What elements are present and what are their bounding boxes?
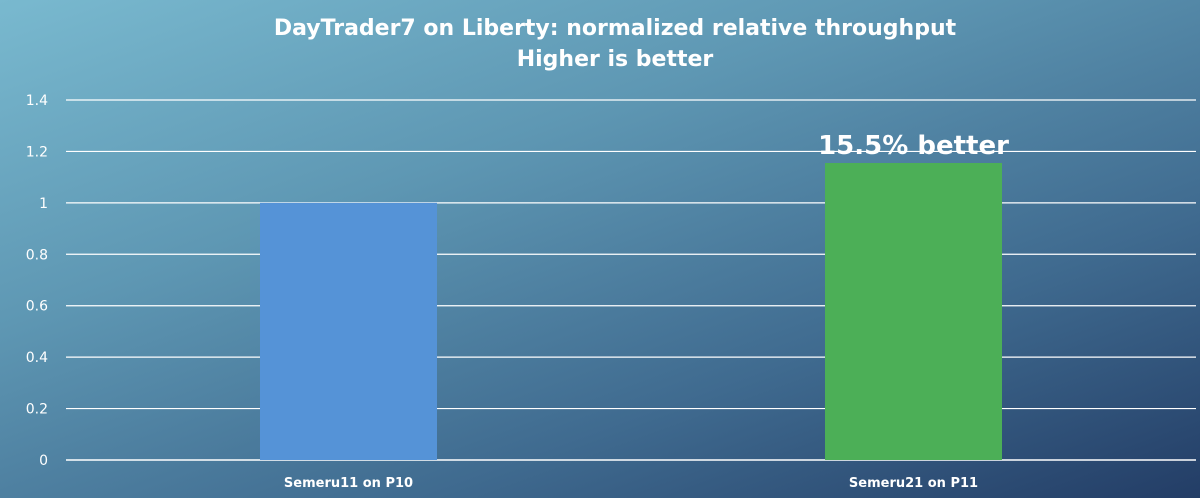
chart-title: DayTrader7 on Liberty: normalized relati… <box>274 16 957 41</box>
y-tick-label: 0.2 <box>26 402 48 418</box>
y-tick-label: 0.8 <box>26 247 48 263</box>
y-tick-label: 0.4 <box>26 350 48 366</box>
y-tick-label: 1.2 <box>26 144 48 160</box>
bar-2 <box>825 163 1002 460</box>
x-category-label: Semeru11 on P10 <box>284 476 413 491</box>
y-tick-label: 1 <box>39 196 48 212</box>
y-tick-label: 1.4 <box>26 93 48 109</box>
bar-1 <box>260 202 437 460</box>
bar-annotation: 15.5% better <box>818 131 1009 161</box>
gridlines <box>66 99 1196 461</box>
x-axis: Semeru11 on P10 Semeru21 on P11 <box>284 476 978 491</box>
chart-subtitle: Higher is better <box>517 47 714 72</box>
y-tick-label: 0.6 <box>26 299 48 315</box>
y-tick-label: 0 <box>39 453 48 469</box>
y-axis: 0 0.2 0.4 0.6 0.8 1 1.2 1.4 <box>26 93 48 469</box>
bars <box>260 163 1002 460</box>
x-category-label: Semeru21 on P11 <box>849 476 978 491</box>
